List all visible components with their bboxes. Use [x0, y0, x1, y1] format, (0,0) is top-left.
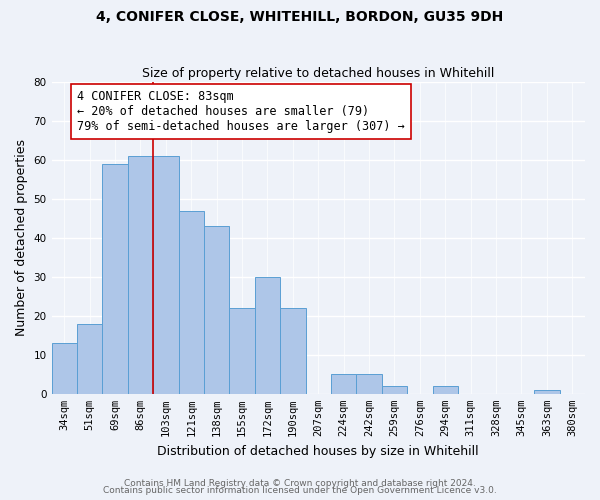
Bar — [52, 343, 77, 394]
Text: Contains public sector information licensed under the Open Government Licence v3: Contains public sector information licen… — [103, 486, 497, 495]
Bar — [255, 277, 280, 394]
Bar — [229, 308, 255, 394]
Bar — [382, 386, 407, 394]
Bar — [331, 374, 356, 394]
Text: 4, CONIFER CLOSE, WHITEHILL, BORDON, GU35 9DH: 4, CONIFER CLOSE, WHITEHILL, BORDON, GU3… — [97, 10, 503, 24]
Bar — [280, 308, 305, 394]
Bar — [128, 156, 153, 394]
Bar — [356, 374, 382, 394]
Bar — [433, 386, 458, 394]
Text: Contains HM Land Registry data © Crown copyright and database right 2024.: Contains HM Land Registry data © Crown c… — [124, 478, 476, 488]
Bar — [103, 164, 128, 394]
X-axis label: Distribution of detached houses by size in Whitehill: Distribution of detached houses by size … — [157, 444, 479, 458]
Title: Size of property relative to detached houses in Whitehill: Size of property relative to detached ho… — [142, 66, 494, 80]
Bar — [534, 390, 560, 394]
Bar — [153, 156, 179, 394]
Bar — [179, 210, 204, 394]
Y-axis label: Number of detached properties: Number of detached properties — [15, 140, 28, 336]
Bar — [77, 324, 103, 394]
Text: 4 CONIFER CLOSE: 83sqm
← 20% of detached houses are smaller (79)
79% of semi-det: 4 CONIFER CLOSE: 83sqm ← 20% of detached… — [77, 90, 404, 133]
Bar — [204, 226, 229, 394]
